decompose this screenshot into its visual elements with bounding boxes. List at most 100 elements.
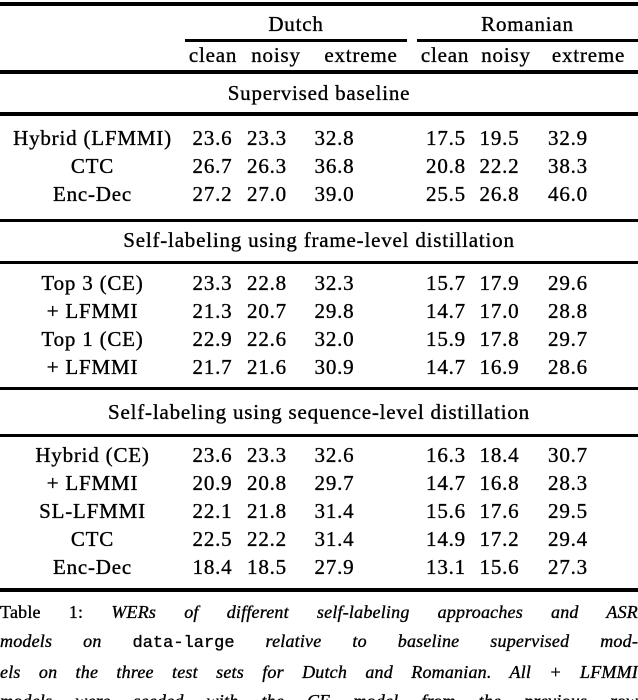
column-gap (375, 441, 419, 469)
wer-cell: 22.5 (192, 527, 233, 551)
table-row: + LFMMI 21.3 20.7 29.8 14.7 17.0 28.8 (0, 297, 638, 325)
wer-cell: 15.7 (426, 271, 466, 295)
wer-cell: 46.0 (548, 182, 588, 206)
wer-cell: 20.8 (426, 154, 466, 178)
section-rule (0, 219, 638, 222)
table-row: + LFMMI 20.9 20.8 29.7 14.7 16.8 28.3 (0, 469, 638, 497)
wer-cell: 29.8 (314, 299, 355, 323)
column-gap (375, 325, 419, 353)
wer-cell: 23.6 (192, 126, 233, 150)
table-row: Hybrid (LFMMI) 23.6 23.3 32.8 17.5 19.5 … (0, 124, 638, 152)
wer-cell: 31.4 (314, 499, 355, 523)
group-header-row: Dutch Romanian (0, 9, 638, 39)
table-row: SL-LFMMI 22.1 21.8 31.4 15.6 17.6 29.5 (0, 497, 638, 525)
model-cell: Hybrid (LFMMI) (13, 126, 172, 150)
wer-cell: 22.6 (247, 327, 287, 351)
wer-cell: 17.9 (479, 271, 520, 295)
wer-cell: 28.6 (548, 355, 588, 379)
caption-line: models were seeded with the CE model fro… (0, 687, 638, 700)
wer-cell: 32.9 (548, 126, 588, 150)
col-header-romanian-clean: clean (420, 43, 470, 67)
wer-cell: 18.4 (192, 555, 233, 579)
wer-cell: 31.4 (314, 527, 355, 551)
wer-cell: 29.4 (548, 527, 588, 551)
wer-cell: 27.9 (314, 555, 355, 579)
wer-cell: 22.9 (192, 327, 233, 351)
caption-line: Table 1: WERs of different self-labeling… (0, 598, 638, 627)
table-row: Enc-Dec 27.2 27.0 39.0 25.5 26.8 46.0 (0, 180, 638, 208)
header-rule (0, 70, 638, 74)
subheader-spacer (0, 42, 185, 68)
wer-cell: 23.3 (247, 126, 287, 150)
wer-cell: 30.9 (314, 355, 355, 379)
column-gap (375, 353, 419, 381)
wer-cell: 27.0 (247, 182, 287, 206)
wer-cell: 27.3 (548, 555, 588, 579)
wer-cell: 20.9 (192, 471, 233, 495)
column-gap (375, 180, 419, 208)
wer-cell: 30.7 (548, 443, 588, 467)
table-caption: Table 1: WERs of different self-labeling… (0, 598, 638, 700)
wer-cell: 32.8 (314, 126, 355, 150)
wer-cell: 28.3 (548, 471, 588, 495)
caption-text: relative to baseline supervised mod- (265, 631, 638, 651)
wer-cell: 22.2 (479, 154, 520, 178)
wer-cell: 20.8 (247, 471, 287, 495)
wer-cell: 29.6 (548, 271, 588, 295)
col-header-romanian-extreme: extreme (551, 43, 626, 67)
model-cell: Enc-Dec (52, 555, 133, 579)
table-row: CTC 22.5 22.2 31.4 14.9 17.2 29.4 (0, 525, 638, 553)
table-row: CTC 26.7 26.3 36.8 20.8 22.2 38.3 (0, 152, 638, 180)
wer-cell: 23.3 (192, 271, 233, 295)
col-header-dutch-noisy: noisy (251, 43, 301, 67)
wer-cell: 27.2 (192, 182, 233, 206)
wer-cell: 32.0 (314, 327, 355, 351)
model-cell: Top 3 (CE) (41, 271, 144, 295)
cmidrule-dutch (185, 39, 407, 42)
group-gap (407, 9, 417, 39)
wer-cell: 21.8 (247, 499, 287, 523)
column-gap (375, 553, 419, 581)
caption-label: Table 1: (0, 602, 84, 622)
wer-cell: 21.6 (247, 355, 287, 379)
wer-cell: 14.7 (426, 471, 466, 495)
wer-cell: 20.7 (247, 299, 287, 323)
wer-cell: 38.3 (548, 154, 588, 178)
caption-line: models on data-large relative to baselin… (0, 627, 638, 658)
section-title-supervised-baseline: Supervised baseline (227, 81, 411, 105)
wer-cell: 26.8 (479, 182, 520, 206)
wer-cell: 14.9 (426, 527, 466, 551)
table-row: Hybrid (CE) 23.6 23.3 32.6 16.3 18.4 30.… (0, 441, 638, 469)
caption-code-token: data-large (132, 634, 235, 653)
wer-cell: 21.3 (192, 299, 233, 323)
wer-cell: 17.0 (479, 299, 520, 323)
wer-cell: 29.7 (548, 327, 588, 351)
wer-cell: 15.6 (479, 555, 520, 579)
wer-cell: 15.6 (426, 499, 466, 523)
column-gap (375, 269, 419, 297)
column-gap (375, 297, 419, 325)
table-bottom-rule (0, 588, 638, 592)
wer-cell: 17.2 (479, 527, 520, 551)
wer-cell: 16.3 (426, 443, 466, 467)
table-row: + LFMMI 21.7 21.6 30.9 14.7 16.9 28.6 (0, 353, 638, 381)
wer-cell: 16.9 (479, 355, 520, 379)
wer-cell: 13.1 (426, 555, 466, 579)
wer-cell: 22.2 (247, 527, 287, 551)
wer-cell: 14.7 (426, 355, 466, 379)
wer-cell: 14.7 (426, 299, 466, 323)
column-gap (375, 525, 419, 553)
subheader-row: clean noisy extreme clean noisy extreme (0, 42, 638, 68)
column-gap (375, 469, 419, 497)
wer-cell: 17.5 (426, 126, 466, 150)
caption-line: els on the three test sets for Dutch and… (0, 658, 638, 687)
model-cell: CTC (70, 527, 115, 551)
caption-text: models on (0, 631, 102, 651)
group-header-spacer (0, 9, 185, 39)
col-header-romanian-noisy: noisy (481, 43, 531, 67)
wer-cell: 16.8 (479, 471, 520, 495)
wer-cell: 28.8 (548, 299, 588, 323)
caption-text: WERs of different self-labeling approach… (111, 602, 638, 622)
section-rule (0, 112, 638, 116)
